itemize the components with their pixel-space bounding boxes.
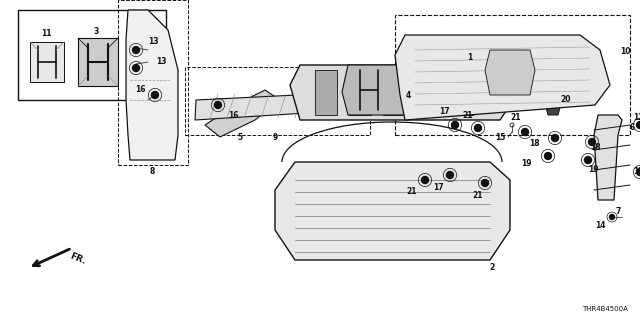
Circle shape xyxy=(474,124,481,132)
Polygon shape xyxy=(383,70,405,115)
Text: 5: 5 xyxy=(237,132,243,141)
Polygon shape xyxy=(315,70,337,115)
Circle shape xyxy=(552,134,559,141)
Text: 19: 19 xyxy=(588,165,598,174)
Text: 1: 1 xyxy=(467,52,472,61)
Text: 13: 13 xyxy=(148,37,159,46)
Text: 16: 16 xyxy=(135,85,145,94)
Circle shape xyxy=(451,122,458,129)
Polygon shape xyxy=(205,90,280,137)
Polygon shape xyxy=(349,70,371,115)
Text: 9: 9 xyxy=(273,133,278,142)
Circle shape xyxy=(637,169,640,175)
Text: 20: 20 xyxy=(560,95,570,105)
Text: THR4B4500A: THR4B4500A xyxy=(582,306,628,312)
Text: 17: 17 xyxy=(438,108,449,116)
Bar xyxy=(18,10,166,100)
Text: 17: 17 xyxy=(433,183,444,193)
Circle shape xyxy=(214,101,221,108)
Text: 19: 19 xyxy=(522,159,532,169)
Circle shape xyxy=(132,46,140,53)
Polygon shape xyxy=(594,115,622,200)
Polygon shape xyxy=(290,65,510,120)
Text: 3: 3 xyxy=(93,28,99,36)
Bar xyxy=(185,67,370,135)
Circle shape xyxy=(132,65,140,71)
Polygon shape xyxy=(395,35,610,120)
Polygon shape xyxy=(544,88,562,115)
Text: 12: 12 xyxy=(633,114,640,123)
Bar xyxy=(118,0,188,165)
Text: 14: 14 xyxy=(595,220,605,229)
Text: 16: 16 xyxy=(228,110,239,119)
Text: 11: 11 xyxy=(41,29,51,38)
Text: 21: 21 xyxy=(511,114,521,123)
Text: 7: 7 xyxy=(615,207,621,217)
Circle shape xyxy=(522,129,529,135)
Polygon shape xyxy=(342,65,424,115)
Circle shape xyxy=(545,153,552,159)
Polygon shape xyxy=(78,38,118,86)
Text: 10: 10 xyxy=(620,47,630,57)
Text: 18: 18 xyxy=(529,140,540,148)
Text: 2: 2 xyxy=(490,263,495,273)
Text: 12: 12 xyxy=(633,167,640,177)
Circle shape xyxy=(637,122,640,129)
Polygon shape xyxy=(195,92,358,120)
Text: 21: 21 xyxy=(407,188,417,196)
Circle shape xyxy=(152,92,159,99)
Polygon shape xyxy=(451,70,473,115)
Polygon shape xyxy=(485,50,535,95)
Bar xyxy=(395,15,630,135)
Circle shape xyxy=(589,139,595,146)
Text: 15: 15 xyxy=(495,132,505,141)
Circle shape xyxy=(422,177,429,183)
Polygon shape xyxy=(417,70,439,115)
Text: 13: 13 xyxy=(156,58,166,67)
Text: 4: 4 xyxy=(405,91,411,100)
Text: 21: 21 xyxy=(463,110,473,119)
Circle shape xyxy=(609,214,614,220)
Circle shape xyxy=(447,172,454,179)
Text: 18: 18 xyxy=(590,143,600,153)
Text: 21: 21 xyxy=(473,190,483,199)
Text: FR.: FR. xyxy=(68,252,86,267)
Polygon shape xyxy=(30,42,64,82)
Circle shape xyxy=(584,156,591,164)
Polygon shape xyxy=(275,162,510,260)
Text: 6: 6 xyxy=(629,124,635,132)
Text: 8: 8 xyxy=(149,167,155,177)
Circle shape xyxy=(481,180,488,187)
Polygon shape xyxy=(126,10,178,160)
